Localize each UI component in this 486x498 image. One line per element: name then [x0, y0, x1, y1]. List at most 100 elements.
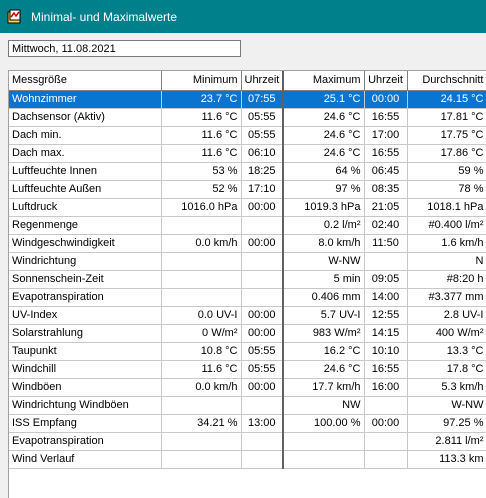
cell-name: Sonnenschein-Zeit	[9, 270, 162, 289]
cell-max-time: 14:15	[364, 324, 408, 343]
date-field[interactable]: Mittwoch, 11.08.2021	[8, 40, 241, 57]
cell-max-time: 06:45	[364, 162, 408, 181]
cell-maximum	[283, 432, 365, 451]
cell-min-time: 00:00	[241, 324, 284, 343]
cell-minimum: 11.6 °C	[161, 360, 242, 379]
table-row[interactable]: ISS Empfang 34.21 % 13:00 100.00 % 00:00 97.2…	[9, 414, 486, 433]
cell-min-time: 17:10	[241, 180, 284, 199]
cell-name: Evapotranspiration	[9, 432, 162, 451]
cell-minimum: 11.6 °C	[161, 144, 242, 163]
title-bar[interactable]: Minimal- und Maximalwerte	[0, 0, 486, 33]
cell-minimum	[161, 288, 242, 307]
cell-maximum: 17.7 km/h	[283, 378, 365, 397]
cell-minimum: 34.21 %	[161, 414, 242, 433]
cell-min-time: 05:55	[241, 108, 284, 127]
cell-average: 5.3 km/h	[407, 378, 486, 397]
cell-name: UV-Index	[9, 306, 162, 325]
cell-minimum: 52 %	[161, 180, 242, 199]
cell-min-time	[241, 270, 284, 289]
table-row[interactable]: Regenmenge 0.2 l/m² 02:40 #0.400 l/m²	[9, 216, 486, 235]
table-row[interactable]: Evapotranspiration 0.406 mm 14:00 #3.377 mm	[9, 288, 486, 307]
table-row[interactable]: Dach min. 11.6 °C 05:55 24.6 °C 17:00 17.75 °…	[9, 126, 486, 145]
table-header-row: Messgröße Minimum Uhrzeit Maximum Uhrzei…	[9, 71, 486, 91]
column-header-maximum[interactable]: Maximum	[283, 71, 365, 91]
cell-average: 17.75 °C	[407, 126, 486, 145]
cell-average: 1018.1 hPa	[407, 198, 486, 217]
cell-average: 78 %	[407, 180, 486, 199]
cell-average: 400 W/m²	[407, 324, 486, 343]
cell-max-time	[364, 432, 408, 451]
cell-min-time: 13:00	[241, 414, 284, 433]
cell-maximum: 983 W/m²	[283, 324, 365, 343]
cell-name: Evapotranspiration	[9, 288, 162, 307]
table-row[interactable]: Taupunkt 10.8 °C 05:55 16.2 °C 10:10 13.3 °C	[9, 342, 486, 361]
cell-min-time: 00:00	[241, 306, 284, 325]
table-row[interactable]: Windrichtung Windböen NW W-NW	[9, 396, 486, 415]
cell-min-time: 05:55	[241, 360, 284, 379]
values-table[interactable]: Messgröße Minimum Uhrzeit Maximum Uhrzei…	[8, 70, 486, 498]
cell-max-time: 21:05	[364, 198, 408, 217]
table-row[interactable]: Windgeschwindigkeit 0.0 km/h 00:00 8.0 km/h…	[9, 234, 486, 253]
column-header-max-time[interactable]: Uhrzeit	[364, 71, 408, 91]
table-row[interactable]: Windchill 11.6 °C 05:55 24.6 °C 16:55 17.8 °C	[9, 360, 486, 379]
cell-max-time: 11:50	[364, 234, 408, 253]
cell-average: 1.6 km/h	[407, 234, 486, 253]
cell-minimum	[161, 432, 242, 451]
cell-minimum: 53 %	[161, 162, 242, 181]
cell-minimum: 0.0 km/h	[161, 378, 242, 397]
table-row[interactable]: Windrichtung W-NW N	[9, 252, 486, 271]
cell-name: Windchill	[9, 360, 162, 379]
cell-maximum: 24.6 °C	[283, 108, 365, 127]
cell-maximum: 25.1 °C	[283, 90, 365, 109]
table-row[interactable]: Luftfeuchte Außen 52 % 17:10 97 % 08:35 78 %	[9, 180, 486, 199]
cell-min-time: 05:55	[241, 126, 284, 145]
cell-maximum: 24.6 °C	[283, 144, 365, 163]
cell-min-time: 00:00	[241, 198, 284, 217]
table-row[interactable]: Evapotranspiration 2.811 l/m²	[9, 432, 486, 451]
cell-minimum: 10.8 °C	[161, 342, 242, 361]
cell-maximum	[283, 450, 365, 469]
column-header-average[interactable]: Durchschnitt	[407, 71, 486, 91]
cell-maximum: 0.2 l/m²	[283, 216, 365, 235]
cell-average: 17.8 °C	[407, 360, 486, 379]
table-row[interactable]: Luftdruck 1016.0 hPa 00:00 1019.3 hPa 21:05 1…	[9, 198, 486, 217]
cell-name: Luftdruck	[9, 198, 162, 217]
cell-minimum: 23.7 °C	[161, 90, 242, 109]
table-row[interactable]: Sonnenschein-Zeit 5 min 09:05 #8:20 h	[9, 270, 486, 289]
cell-maximum: 0.406 mm	[283, 288, 365, 307]
app-icon	[7, 9, 21, 23]
cell-name: Dach max.	[9, 144, 162, 163]
cell-average: 97.25 %	[407, 414, 486, 433]
column-header-min-time[interactable]: Uhrzeit	[241, 71, 284, 91]
cell-name: ISS Empfang	[9, 414, 162, 433]
cell-name: Taupunkt	[9, 342, 162, 361]
cell-name: Windböen	[9, 378, 162, 397]
column-header-minimum[interactable]: Minimum	[161, 71, 242, 91]
table-row[interactable]: Wohnzimmer 23.7 °C 07:55 25.1 °C 00:00 24.15 …	[9, 90, 486, 109]
cell-average: 17.81 °C	[407, 108, 486, 127]
column-header-name[interactable]: Messgröße	[9, 71, 162, 91]
cell-maximum: 100.00 %	[283, 414, 365, 433]
cell-maximum: 24.6 °C	[283, 126, 365, 145]
table-row[interactable]: UV-Index 0.0 UV-I 00:00 5.7 UV-I 12:55 2.8 UV…	[9, 306, 486, 325]
cell-min-time: 06:10	[241, 144, 284, 163]
table-row[interactable]: Dach max. 11.6 °C 06:10 24.6 °C 16:55 17.86 °…	[9, 144, 486, 163]
cell-average: 2.8 UV-I	[407, 306, 486, 325]
cell-max-time: 16:00	[364, 378, 408, 397]
table-row[interactable]: Luftfeuchte Innen 53 % 18:25 64 % 06:45 59 %	[9, 162, 486, 181]
cell-average: 17.86 °C	[407, 144, 486, 163]
cell-max-time	[364, 396, 408, 415]
cell-minimum	[161, 270, 242, 289]
cell-name: Solarstrahlung	[9, 324, 162, 343]
table-row[interactable]: Windböen 0.0 km/h 00:00 17.7 km/h 16:00 5.3 k…	[9, 378, 486, 397]
cell-minimum	[161, 450, 242, 469]
cell-min-time: 18:25	[241, 162, 284, 181]
cell-max-time: 10:10	[364, 342, 408, 361]
table-row[interactable]: Solarstrahlung 0 W/m² 00:00 983 W/m² 14:15 40…	[9, 324, 486, 343]
cell-name: Windgeschwindigkeit	[9, 234, 162, 253]
table-row[interactable]: Wind Verlauf 113.3 km	[9, 450, 486, 469]
table-row[interactable]: Dachsensor (Aktiv) 11.6 °C 05:55 24.6 °C 16:…	[9, 108, 486, 127]
cell-average: #3.377 mm	[407, 288, 486, 307]
cell-maximum: 5.7 UV-I	[283, 306, 365, 325]
cell-max-time	[364, 252, 408, 271]
